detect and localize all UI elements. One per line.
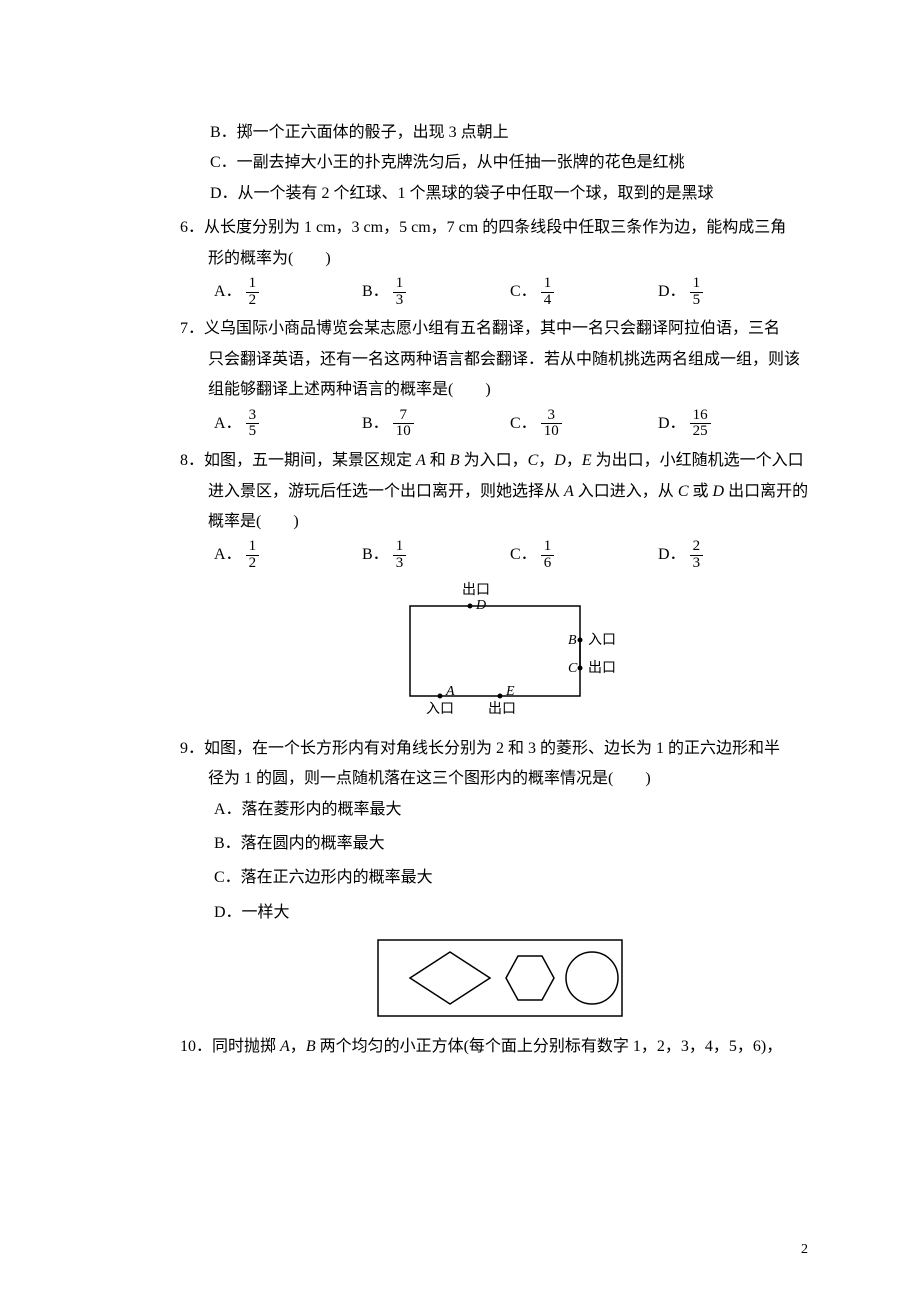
q8-opt-B: B．13 [362,537,510,574]
fraction: 14 [541,276,555,309]
opt-label: D． [658,540,686,570]
svg-text:入口: 入口 [426,702,454,717]
q5-opt-B: B．掷一个正六面体的骰子，出现 3 点朝上 [210,118,820,148]
page: B．掷一个正六面体的骰子，出现 3 点朝上 C．一副去掉大小王的扑克牌洗匀后，从… [0,0,920,1302]
q9-opt-C: C．落在正六边形内的概率最大 [214,863,820,893]
q8-opt-A: A．12 [214,537,362,574]
q9-line2: 径为 1 的圆，则一点随机落在这三个图形内的概率情况是( ) [208,764,820,794]
q7-line2: 只会翻译英语，还有一名这两种语言都会翻译．若从中随机挑选两名组成一组，则该 [208,345,820,375]
q8-options: A．12 B．13 C．16 D．23 [214,537,820,574]
q6-line1: 6．从长度分别为 1 cm，3 cm，5 cm，7 cm 的四条线段中任取三条作… [208,213,820,243]
q7-line3: 组能够翻译上述两种语言的概率是( ) [208,375,820,405]
opt-label: A． [214,277,242,307]
fraction: 23 [690,539,704,572]
q5-opt-D: D．从一个装有 2 个红球、1 个黑球的袋子中任取一个球，取到的是黑球 [210,179,820,209]
q6-options: A．12 B．13 C．14 D．15 [214,274,820,311]
svg-text:出口: 出口 [462,582,490,598]
fraction: 12 [246,539,260,572]
q8-line1: 8．如图，五一期间，某景区规定 A 和 B 为入口，C，D，E 为出口，小红随机… [208,446,820,476]
q7: 7．义乌国际小商品博览会某志愿小组有五名翻译，其中一名只会翻译阿拉伯语，三名 只… [180,314,820,442]
q7-opt-B: B．710 [362,406,510,443]
fraction: 15 [690,276,704,309]
q9-figure-wrap [180,932,820,1024]
q8-opt-D: D．23 [658,537,806,574]
q8-figure-wrap: DBCAE出口入口出口入口出口 [180,578,820,726]
fraction: 13 [393,276,407,309]
opt-label: D． [658,277,686,307]
q8-opt-C: C．16 [510,537,658,574]
svg-text:入口: 入口 [588,633,616,648]
q5-options: B．掷一个正六面体的骰子，出现 3 点朝上 C．一副去掉大小王的扑克牌洗匀后，从… [180,118,820,209]
q10: 10．同时抛掷 A，B 两个均匀的小正方体(每个面上分别标有数字 1，2，3，4… [180,1032,820,1062]
opt-label: A． [214,540,242,570]
q9-opt-D: D．一样大 [214,898,820,928]
q9-opt-B: B．落在圆内的概率最大 [214,829,820,859]
q10-line1: 10．同时抛掷 A，B 两个均匀的小正方体(每个面上分别标有数字 1，2，3，4… [208,1032,820,1062]
page-number: 2 [801,1237,808,1264]
opt-label: B． [362,277,389,307]
fraction: 16 [541,539,555,572]
q7-opt-C: C．310 [510,406,658,443]
opt-label: A． [214,409,242,439]
q8-map-figure: DBCAE出口入口出口入口出口 [370,578,630,726]
svg-text:出口: 出口 [488,701,516,717]
q7-options: A．35 B．710 C．310 D．1625 [214,406,820,443]
opt-label: C． [510,277,537,307]
q6-opt-B: B．13 [362,274,510,311]
q5-opt-C: C．一副去掉大小王的扑克牌洗匀后，从中任抽一张牌的花色是红桃 [210,148,820,178]
svg-text:C: C [568,661,578,676]
opt-label: C． [510,409,537,439]
q9-options: A．落在菱形内的概率最大 B．落在圆内的概率最大 C．落在正六边形内的概率最大 … [214,795,820,929]
q9-line1: 9．如图，在一个长方形内有对角线长分别为 2 和 3 的菱形、边长为 1 的正六… [208,734,820,764]
q6: 6．从长度分别为 1 cm，3 cm，5 cm，7 cm 的四条线段中任取三条作… [180,213,820,310]
q7-line1: 7．义乌国际小商品博览会某志愿小组有五名翻译，其中一名只会翻译阿拉伯语，三名 [208,314,820,344]
q6-opt-C: C．14 [510,274,658,311]
q7-opt-A: A．35 [214,406,362,443]
q8-line3: 概率是( ) [208,507,820,537]
fraction: 13 [393,539,407,572]
svg-text:出口: 出口 [588,660,616,676]
q8: 8．如图，五一期间，某景区规定 A 和 B 为入口，C，D，E 为出口，小红随机… [180,446,820,726]
opt-label: C． [510,540,537,570]
svg-text:A: A [445,684,455,699]
opt-label: D． [658,409,686,439]
svg-text:D: D [475,598,486,613]
q6-opt-D: D．15 [658,274,806,311]
fraction: 12 [246,276,260,309]
svg-text:B: B [568,633,577,648]
fraction: 35 [246,408,260,441]
fraction: 1625 [690,408,711,441]
opt-label: B． [362,409,389,439]
q7-opt-D: D．1625 [658,406,806,443]
fraction: 710 [393,408,414,441]
q8-line2: 进入景区，游玩后任选一个出口离开，则她选择从 A 入口进入，从 C 或 D 出口… [208,477,820,507]
fraction: 310 [541,408,562,441]
q9-opt-A: A．落在菱形内的概率最大 [214,795,820,825]
q9-shapes-figure [370,932,630,1024]
q6-opt-A: A．12 [214,274,362,311]
q9: 9．如图，在一个长方形内有对角线长分别为 2 和 3 的菱形、边长为 1 的正六… [180,734,820,1024]
q6-line2: 形的概率为( ) [208,244,820,274]
svg-text:E: E [505,684,515,699]
opt-label: B． [362,540,389,570]
